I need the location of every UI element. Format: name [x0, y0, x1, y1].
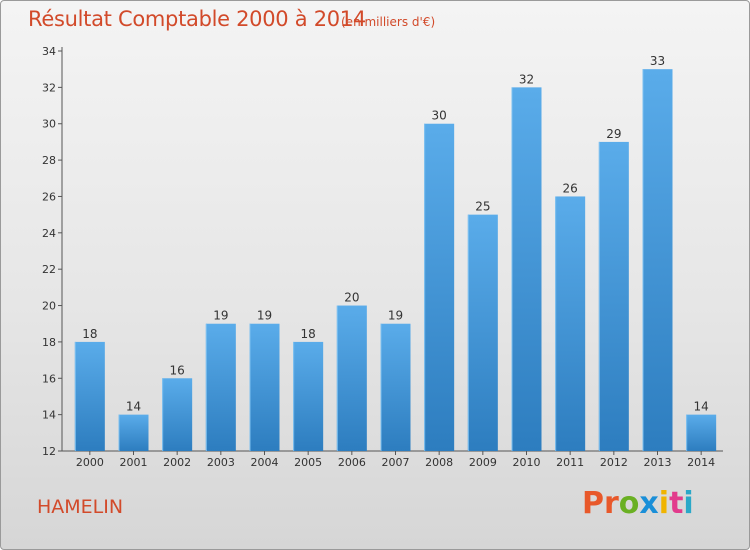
- data-label-2005: 18: [301, 327, 316, 341]
- logo-letter: P: [582, 486, 604, 521]
- proxiti-logo: Proxiti: [582, 486, 694, 521]
- data-label-2007: 19: [388, 309, 403, 323]
- y-tick-label: 30: [42, 118, 56, 131]
- y-tick-label: 24: [42, 227, 56, 240]
- bar-2004: [249, 323, 280, 451]
- y-tick-label: 16: [42, 372, 56, 385]
- data-label-2000: 18: [82, 327, 97, 341]
- x-tick-label-2009: 2009: [469, 456, 497, 469]
- logo-letter: x: [639, 486, 659, 521]
- chart-subtitle: (en milliers d'€): [341, 15, 436, 29]
- x-tick-label-2004: 2004: [251, 456, 279, 469]
- bar-2010: [511, 87, 542, 451]
- data-label-2009: 25: [475, 200, 490, 214]
- logo-letter: r: [604, 486, 619, 521]
- bar-2012: [598, 141, 629, 451]
- y-tick-label: 22: [42, 263, 56, 276]
- logo-letter: o: [618, 486, 640, 521]
- bar-2000: [74, 341, 105, 451]
- y-tick-label: 12: [42, 445, 56, 458]
- commune-name: HAMELIN: [37, 496, 124, 518]
- x-tick-label-2011: 2011: [556, 456, 584, 469]
- x-tick-label-2000: 2000: [76, 456, 104, 469]
- logo-letter: i: [683, 486, 694, 521]
- bar-2014: [686, 414, 717, 451]
- bar-2005: [293, 341, 324, 451]
- x-tick-label-2005: 2005: [294, 456, 322, 469]
- logo-letter: t: [669, 486, 684, 521]
- data-label-2013: 33: [650, 54, 665, 68]
- x-tick-label-2012: 2012: [600, 456, 628, 469]
- x-tick-label-2006: 2006: [338, 456, 366, 469]
- bar-2002: [162, 378, 193, 451]
- data-label-2006: 20: [344, 291, 359, 305]
- x-tick-label-2001: 2001: [120, 456, 148, 469]
- data-label-2004: 19: [257, 309, 272, 323]
- y-tick-label: 28: [42, 154, 56, 167]
- x-tick-label-2013: 2013: [644, 456, 672, 469]
- x-tick-label-2007: 2007: [382, 456, 410, 469]
- y-tick-label: 14: [42, 409, 56, 422]
- data-label-2014: 14: [694, 400, 709, 414]
- x-tick-label-2014: 2014: [687, 456, 715, 469]
- bar-2008: [424, 123, 455, 452]
- y-tick-label: 26: [42, 190, 56, 203]
- labels: 2000 18 2001 14 2002 16 2003 19 2004 19 2005 18 2006…: [76, 54, 715, 469]
- bar-2003: [205, 323, 236, 451]
- data-label-2003: 19: [213, 309, 228, 323]
- data-label-2001: 14: [126, 400, 141, 414]
- logo-letter: i: [658, 486, 670, 521]
- x-tick-label-2002: 2002: [163, 456, 191, 469]
- x-tick-label-2003: 2003: [207, 456, 235, 469]
- bar-2007: [380, 323, 411, 451]
- x-tick-label-2010: 2010: [513, 456, 541, 469]
- data-label-2010: 32: [519, 72, 534, 86]
- bar-2006: [336, 305, 367, 451]
- bar-2001: [118, 414, 149, 451]
- y-tick-label: 32: [42, 81, 56, 94]
- chart-title: Résultat Comptable 2000 à 2014: [28, 7, 366, 31]
- bars: [74, 69, 717, 452]
- y-tick-label: 18: [42, 336, 56, 349]
- bar-2013: [642, 69, 673, 451]
- y-tick-label: 34: [42, 45, 56, 58]
- bar-2011: [555, 196, 586, 451]
- y-tick-label: 20: [42, 300, 56, 313]
- bar-2009: [467, 214, 498, 451]
- x-tick-label-2008: 2008: [425, 456, 453, 469]
- axes: 12 14 16 18 20 22 24 26 28 30 32 34: [42, 45, 723, 458]
- data-label-2011: 26: [563, 181, 578, 195]
- data-label-2002: 16: [170, 363, 185, 377]
- data-label-2008: 30: [432, 109, 447, 123]
- data-label-2012: 29: [606, 127, 621, 141]
